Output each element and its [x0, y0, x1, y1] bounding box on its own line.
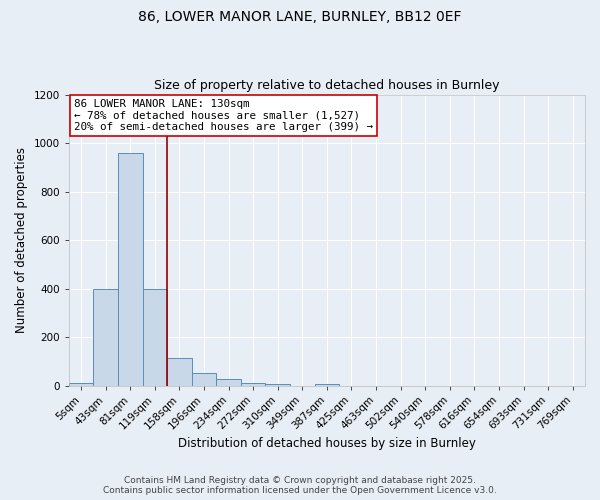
Bar	[143, 288, 167, 386]
Title: Size of property relative to detached houses in Burnley: Size of property relative to detached ho…	[154, 79, 500, 92]
Bar	[94, 288, 118, 386]
Y-axis label: Number of detached properties: Number of detached properties	[15, 147, 28, 333]
Bar	[265, 384, 290, 386]
Bar	[69, 383, 94, 386]
Bar	[118, 153, 143, 386]
Text: 86, LOWER MANOR LANE, BURNLEY, BB12 0EF: 86, LOWER MANOR LANE, BURNLEY, BB12 0EF	[138, 10, 462, 24]
X-axis label: Distribution of detached houses by size in Burnley: Distribution of detached houses by size …	[178, 437, 476, 450]
Text: Contains HM Land Registry data © Crown copyright and database right 2025.
Contai: Contains HM Land Registry data © Crown c…	[103, 476, 497, 495]
Text: 86 LOWER MANOR LANE: 130sqm
← 78% of detached houses are smaller (1,527)
20% of : 86 LOWER MANOR LANE: 130sqm ← 78% of det…	[74, 99, 373, 132]
Bar	[314, 384, 339, 386]
Bar	[217, 380, 241, 386]
Bar	[241, 383, 265, 386]
Bar	[192, 374, 217, 386]
Bar	[167, 358, 192, 386]
